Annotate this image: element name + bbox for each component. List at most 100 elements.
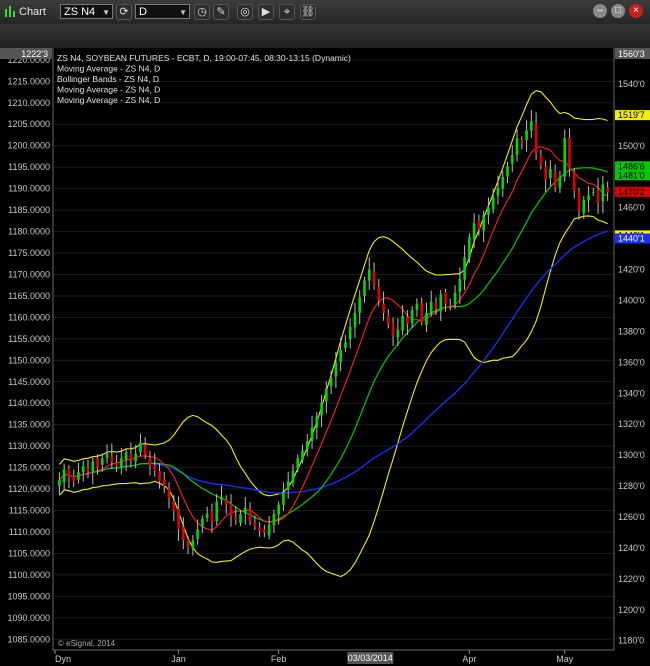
- candle: [205, 506, 209, 522]
- candle: [305, 434, 309, 457]
- refresh-icon[interactable]: ⟳: [116, 4, 132, 20]
- price-marker: 1440'1: [615, 233, 650, 244]
- candle-body: [191, 540, 195, 549]
- x-axis-date-text: 03/03/2014: [348, 653, 393, 663]
- candle: [420, 297, 424, 326]
- candle: [67, 465, 71, 489]
- candle: [58, 472, 61, 495]
- candle-body: [420, 303, 424, 323]
- candle: [363, 276, 366, 303]
- right-tick-label: 1280'0: [618, 481, 645, 491]
- right-tick-label: 1180'0: [618, 636, 644, 646]
- play-icon[interactable]: ▶: [258, 4, 274, 20]
- left-tick-label: 1180.0000: [8, 227, 50, 237]
- candle-body: [596, 190, 600, 204]
- candle-body: [115, 462, 118, 466]
- price-chart[interactable]: 1085.0000 1090.0000 1095.0000 1100.0000 1105…: [0, 48, 650, 666]
- candle: [358, 290, 362, 325]
- candle-body: [482, 215, 485, 231]
- left-tick-label: 1110.0000: [9, 527, 50, 537]
- chevron-down-icon: ▼: [102, 8, 110, 17]
- right-tick-label: 1500'0: [618, 141, 645, 151]
- candle-body: [472, 223, 476, 240]
- candle: [143, 437, 147, 460]
- candle: [320, 394, 323, 427]
- price-marker-text: 1470'2: [618, 187, 645, 197]
- candle-body: [439, 294, 443, 312]
- candle: [367, 257, 371, 290]
- x-axis-date-label: 03/03/2014: [347, 652, 394, 664]
- candle-body: [320, 402, 323, 416]
- chart-app-icon: [4, 5, 16, 18]
- left-tick-label: 1085.0000: [7, 634, 50, 644]
- candle-body: [81, 465, 85, 473]
- candle-body: [463, 257, 466, 280]
- candle-body: [100, 458, 104, 465]
- candle: [534, 112, 538, 160]
- candle: [196, 519, 199, 545]
- candle: [329, 370, 333, 394]
- right-tick-label: 1340'0: [618, 388, 645, 398]
- pencil-icon[interactable]: ✎: [213, 4, 229, 20]
- target-icon[interactable]: ◎: [237, 4, 253, 20]
- candle: [377, 278, 381, 307]
- candle: [525, 120, 528, 152]
- left-top-label-bg: [0, 48, 52, 59]
- candle: [477, 214, 481, 236]
- candle: [243, 496, 247, 525]
- candle: [453, 285, 457, 309]
- right-top-label-bg: [615, 48, 650, 59]
- candle-body: [520, 140, 524, 143]
- candle-body: [134, 453, 137, 462]
- candle: [472, 213, 476, 248]
- left-tick-label: 1120.0000: [8, 484, 50, 494]
- candle: [544, 160, 547, 193]
- candle: [177, 496, 180, 542]
- candle: [396, 318, 400, 346]
- interval-input[interactable]: D ▼: [135, 4, 190, 19]
- candle-body: [468, 237, 471, 258]
- candle-body: [105, 453, 109, 458]
- candle-body: [506, 165, 509, 177]
- left-tick-label: 1140.0000: [8, 398, 50, 408]
- candle-body: [210, 510, 214, 522]
- candle-body: [277, 504, 280, 515]
- left-tick-label: 1215.0000: [7, 76, 50, 86]
- right-tick-label: 1400'0: [618, 296, 645, 306]
- left-tick-label: 1165.0000: [8, 291, 50, 301]
- candle-body: [553, 171, 557, 188]
- maximize-icon[interactable]: □: [611, 4, 625, 18]
- clock-icon[interactable]: ◷: [194, 4, 210, 20]
- candle-body: [72, 476, 75, 482]
- candle: [253, 515, 257, 530]
- candle: [120, 447, 123, 475]
- candle: [582, 196, 586, 220]
- candle-body: [558, 176, 562, 188]
- symbol-input[interactable]: ZS N4 ▼: [60, 4, 113, 19]
- minimize-icon[interactable]: –: [593, 4, 607, 18]
- candle: [277, 501, 280, 525]
- link-icon[interactable]: ⛓: [300, 4, 316, 20]
- left-tick-label: 1095.0000: [7, 591, 50, 601]
- candle: [310, 415, 314, 449]
- left-tick-label: 1200.0000: [7, 141, 50, 151]
- right-tick-label: 1540'0: [618, 79, 645, 89]
- candle-body: [220, 496, 223, 500]
- bollinger-upper-line: [58, 90, 608, 497]
- candle-body: [515, 138, 519, 155]
- close-icon[interactable]: ×: [629, 4, 643, 18]
- candle-body: [325, 388, 328, 402]
- candle: [549, 160, 552, 187]
- candle-body: [396, 329, 400, 338]
- candle-body: [91, 461, 95, 473]
- price-marker-bg: [615, 170, 650, 181]
- ruler-icon[interactable]: ⌖: [279, 4, 295, 20]
- candle: [429, 290, 433, 317]
- candle-body: [153, 465, 157, 471]
- left-tick-label: 1185.0000: [8, 205, 50, 215]
- candle: [110, 443, 114, 469]
- candle-body: [120, 458, 123, 469]
- candle: [301, 444, 304, 464]
- candle-body: [477, 220, 481, 230]
- candle-body: [458, 278, 462, 292]
